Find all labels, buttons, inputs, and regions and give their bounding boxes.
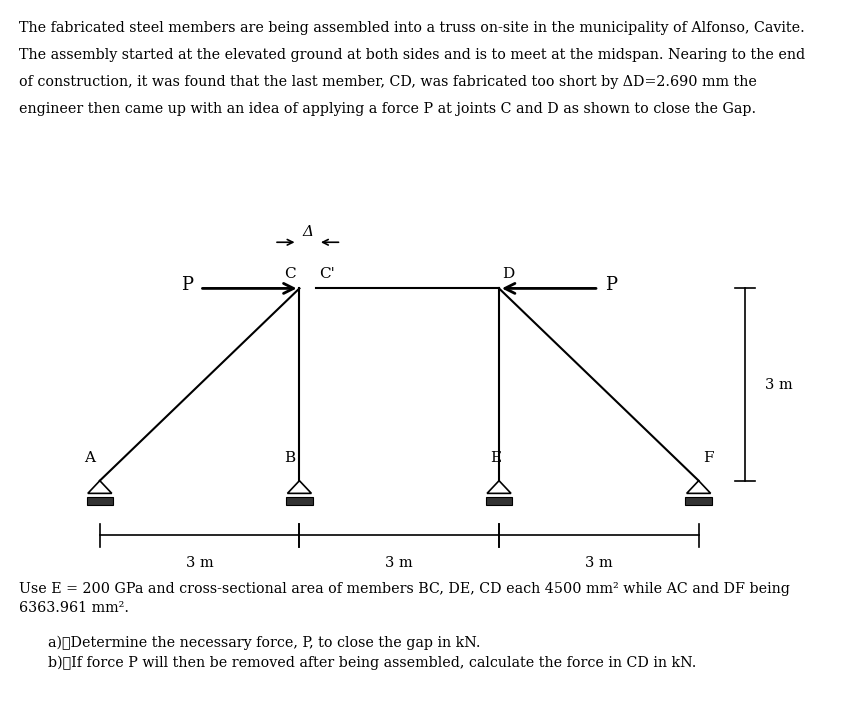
- Text: 6363.961 mm².: 6363.961 mm².: [19, 601, 129, 615]
- Text: A: A: [84, 450, 95, 465]
- Text: 3 m: 3 m: [385, 556, 413, 570]
- Text: P: P: [181, 276, 193, 294]
- Text: B: B: [284, 450, 295, 465]
- Text: P: P: [606, 276, 618, 294]
- Text: 3 m: 3 m: [766, 378, 793, 391]
- Text: 3 m: 3 m: [186, 556, 214, 570]
- Text: of construction, it was found that the last member, CD, was fabricated too short: of construction, it was found that the l…: [19, 75, 757, 89]
- Text: The assembly started at the elevated ground at both sides and is to meet at the : The assembly started at the elevated gro…: [19, 48, 805, 62]
- Text: 3 m: 3 m: [585, 556, 612, 570]
- Text: a)	Determine the necessary force, P, to close the gap in kN.: a) Determine the necessary force, P, to …: [48, 636, 480, 650]
- Text: C: C: [285, 266, 296, 281]
- Text: E: E: [490, 450, 502, 465]
- Text: D: D: [503, 266, 515, 281]
- Polygon shape: [286, 497, 312, 505]
- Polygon shape: [486, 497, 512, 505]
- Polygon shape: [685, 497, 712, 505]
- Text: b)	If force P will then be removed after being assembled, calculate the force in: b) If force P will then be removed after…: [48, 656, 696, 670]
- Text: engineer then came up with an idea of applying a force P at joints C and D as sh: engineer then came up with an idea of ap…: [19, 102, 756, 116]
- Text: Use E = 200 GPa and cross-sectional area of members BC, DE, CD each 4500 mm² whi: Use E = 200 GPa and cross-sectional area…: [19, 582, 790, 596]
- Text: C': C': [319, 266, 335, 281]
- Text: F: F: [703, 450, 714, 465]
- Text: Δ: Δ: [302, 225, 313, 239]
- Polygon shape: [86, 497, 113, 505]
- Text: The fabricated steel members are being assembled into a truss on-site in the mun: The fabricated steel members are being a…: [19, 21, 804, 35]
